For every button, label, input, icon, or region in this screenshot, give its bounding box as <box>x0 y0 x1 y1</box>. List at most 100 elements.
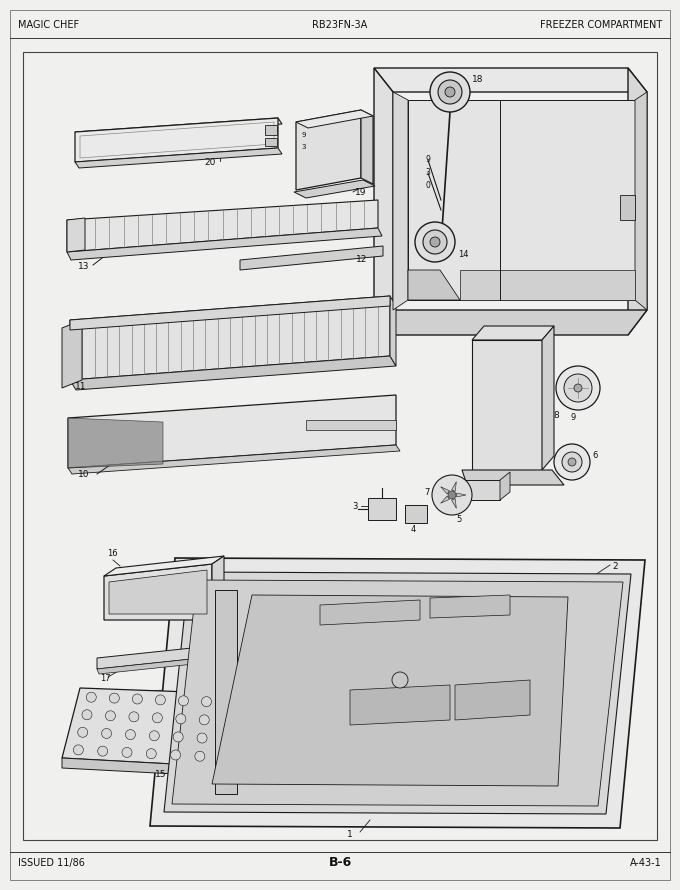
Text: 17: 17 <box>100 674 111 683</box>
Polygon shape <box>62 758 213 776</box>
Polygon shape <box>67 228 382 260</box>
Text: FREEZER COMPARTMENT: FREEZER COMPARTMENT <box>540 20 662 30</box>
Circle shape <box>197 733 207 743</box>
Text: 18: 18 <box>472 75 483 84</box>
Polygon shape <box>393 92 408 310</box>
Polygon shape <box>67 200 378 252</box>
Polygon shape <box>70 296 390 330</box>
Circle shape <box>430 72 470 112</box>
Circle shape <box>556 366 600 410</box>
Polygon shape <box>390 296 396 366</box>
Polygon shape <box>500 472 510 500</box>
Polygon shape <box>628 68 647 335</box>
Polygon shape <box>296 110 361 190</box>
Polygon shape <box>62 320 82 388</box>
Text: A-43-1: A-43-1 <box>630 858 662 868</box>
Text: 4: 4 <box>410 525 415 534</box>
Circle shape <box>574 384 582 392</box>
Circle shape <box>98 746 107 756</box>
Bar <box>472 340 542 470</box>
Circle shape <box>392 672 408 688</box>
Circle shape <box>415 222 455 262</box>
Polygon shape <box>212 556 224 620</box>
Polygon shape <box>542 326 554 470</box>
Circle shape <box>199 715 209 724</box>
Polygon shape <box>68 418 163 468</box>
Polygon shape <box>70 356 396 390</box>
Circle shape <box>122 748 132 757</box>
Polygon shape <box>472 326 554 340</box>
Circle shape <box>554 444 590 480</box>
Text: 3: 3 <box>301 144 305 150</box>
Polygon shape <box>215 590 237 794</box>
Bar <box>620 195 635 220</box>
Polygon shape <box>70 296 390 380</box>
Circle shape <box>146 748 156 758</box>
Circle shape <box>195 751 205 761</box>
Bar <box>265 125 277 135</box>
Polygon shape <box>408 100 635 300</box>
Polygon shape <box>408 270 460 300</box>
Text: 1: 1 <box>347 830 353 839</box>
Circle shape <box>568 458 576 466</box>
Text: 0: 0 <box>425 181 430 190</box>
Circle shape <box>438 80 462 104</box>
Text: 9: 9 <box>425 155 430 164</box>
Polygon shape <box>430 595 510 618</box>
Text: 8: 8 <box>553 410 559 419</box>
Polygon shape <box>150 558 645 828</box>
Text: 5: 5 <box>456 515 461 524</box>
Circle shape <box>171 750 181 760</box>
Polygon shape <box>104 564 212 620</box>
Circle shape <box>173 732 183 742</box>
Text: 15: 15 <box>155 770 167 779</box>
Polygon shape <box>296 110 373 128</box>
Bar <box>265 138 277 146</box>
Polygon shape <box>320 600 420 625</box>
Bar <box>405 505 427 523</box>
Circle shape <box>156 695 165 705</box>
Bar <box>23 52 657 840</box>
Polygon shape <box>68 395 396 468</box>
Text: RB23FN-3A: RB23FN-3A <box>312 20 368 30</box>
Polygon shape <box>441 496 449 503</box>
Polygon shape <box>350 685 450 725</box>
Polygon shape <box>75 148 282 168</box>
Polygon shape <box>452 498 456 508</box>
Polygon shape <box>212 595 568 786</box>
Bar <box>368 498 396 520</box>
Circle shape <box>78 727 88 737</box>
Text: 16: 16 <box>107 549 118 558</box>
Circle shape <box>562 452 582 472</box>
Polygon shape <box>294 180 375 198</box>
Polygon shape <box>460 270 635 300</box>
Text: MAGIC CHEF: MAGIC CHEF <box>18 20 79 30</box>
Circle shape <box>423 230 447 254</box>
Polygon shape <box>67 218 85 252</box>
Polygon shape <box>97 644 230 669</box>
Circle shape <box>152 713 163 723</box>
Circle shape <box>448 491 456 499</box>
Circle shape <box>82 709 92 720</box>
Circle shape <box>133 694 142 704</box>
Polygon shape <box>75 118 278 162</box>
Polygon shape <box>104 556 224 576</box>
Circle shape <box>445 87 455 97</box>
Polygon shape <box>164 572 631 814</box>
Bar <box>455 480 500 500</box>
Polygon shape <box>456 493 466 497</box>
Circle shape <box>73 745 84 755</box>
Text: B-6: B-6 <box>328 856 352 869</box>
Text: 13: 13 <box>78 262 90 271</box>
Circle shape <box>201 697 211 707</box>
Polygon shape <box>455 680 530 720</box>
Circle shape <box>101 729 112 739</box>
Polygon shape <box>462 470 564 485</box>
Text: 11: 11 <box>75 382 86 391</box>
Polygon shape <box>306 420 396 430</box>
Text: 3: 3 <box>353 502 358 511</box>
Polygon shape <box>68 445 400 474</box>
Circle shape <box>178 696 188 706</box>
Polygon shape <box>374 310 647 335</box>
Text: 7: 7 <box>424 488 430 497</box>
